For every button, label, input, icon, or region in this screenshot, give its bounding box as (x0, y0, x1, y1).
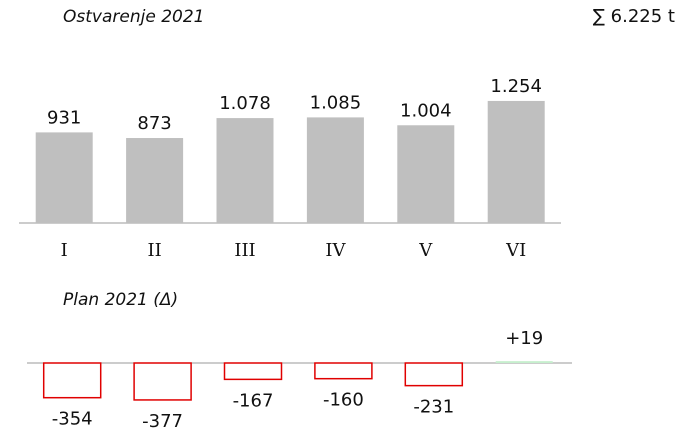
data-label: 1.004 (400, 100, 452, 121)
data-label: 1.254 (490, 76, 542, 97)
delta-bar (223, 362, 283, 381)
delta-bar (133, 362, 192, 401)
data-label: 1.085 (310, 92, 362, 113)
data-label: -167 (233, 390, 274, 411)
bar (216, 118, 274, 223)
bar (35, 132, 93, 223)
x-tick-label: VI (505, 240, 526, 261)
data-label: -231 (413, 397, 454, 418)
data-label: -354 (52, 409, 93, 430)
delta-bar (42, 362, 102, 399)
bar (487, 100, 545, 223)
data-label: 931 (47, 107, 81, 128)
x-tick-label: II (147, 240, 161, 261)
data-label: -377 (142, 411, 183, 432)
delta-bar (495, 361, 553, 363)
bar (126, 138, 184, 223)
data-label: +19 (505, 328, 543, 349)
x-tick-label: III (234, 240, 255, 261)
sum-annotation: ∑ 6.225 t (593, 6, 675, 27)
chart-title: Plan 2021 (Δ) (63, 290, 178, 310)
bar (397, 125, 455, 223)
data-label: 873 (137, 113, 171, 134)
x-tick-label: V (418, 240, 433, 261)
data-label: -160 (323, 390, 364, 411)
delta-bar (404, 362, 464, 387)
delta-bar (314, 362, 373, 380)
bar (306, 117, 364, 223)
chart-title: Ostvarenje 2021 (63, 7, 204, 27)
x-tick-label: IV (325, 240, 346, 261)
data-label: 1.078 (219, 93, 271, 114)
x-tick-label: I (61, 240, 68, 261)
